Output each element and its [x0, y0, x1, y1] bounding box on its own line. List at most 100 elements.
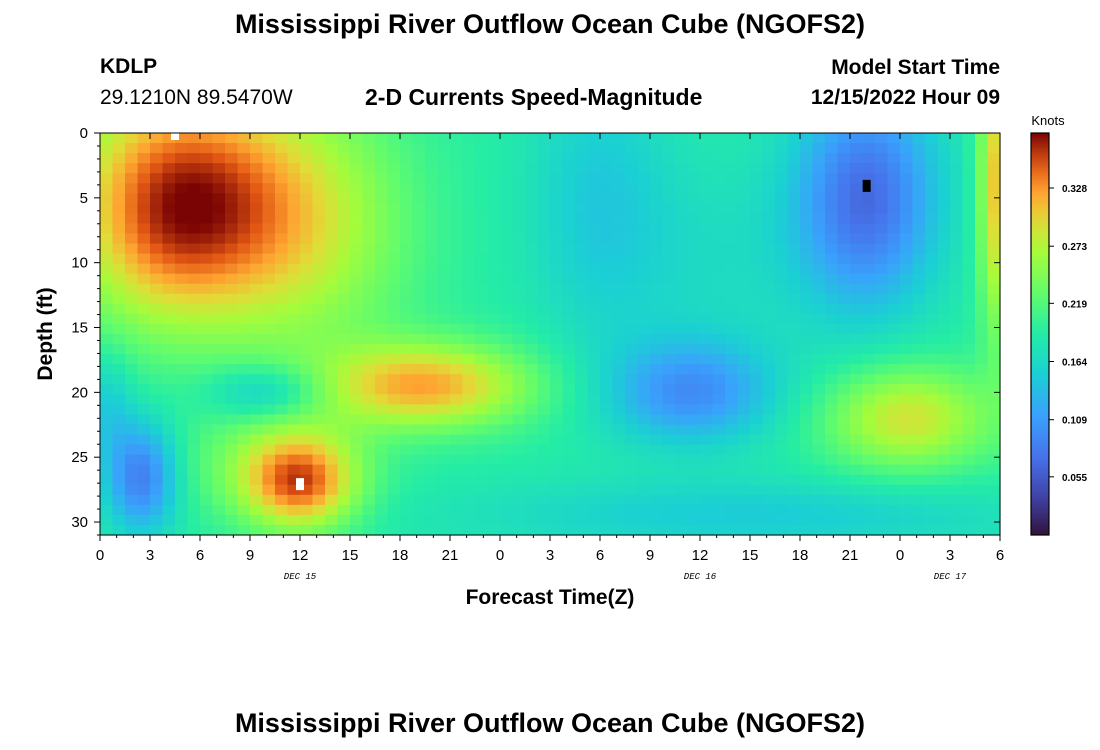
heatmap-cell: [450, 283, 464, 295]
heatmap-cell: [675, 263, 689, 275]
heatmap-cell: [450, 514, 464, 526]
heatmap-cell: [712, 163, 726, 174]
heatmap-cell: [387, 454, 401, 466]
heatmap-cell: [887, 334, 901, 345]
heatmap-cell: [100, 303, 114, 315]
heatmap-cell: [287, 173, 301, 184]
heatmap-cell: [675, 504, 689, 516]
heatmap-cell: [425, 183, 439, 194]
heatmap-cell: [287, 464, 301, 476]
heatmap-cell: [375, 354, 389, 365]
heatmap-cell: [887, 354, 901, 365]
heatmap-cell: [612, 494, 626, 506]
heatmap-cell: [912, 323, 926, 335]
heatmap-cell: [162, 404, 176, 415]
heatmap-cell: [687, 183, 701, 194]
heatmap-cell: [912, 133, 926, 144]
heatmap-cell: [362, 334, 376, 345]
heatmap-cell: [712, 444, 726, 456]
heatmap-cell: [637, 404, 651, 415]
heatmap-cell: [312, 444, 326, 456]
heatmap-cell: [425, 133, 439, 144]
heatmap-cell: [212, 143, 226, 154]
heatmap-cell: [550, 374, 564, 385]
heatmap-cell: [725, 354, 739, 365]
heatmap-cell: [475, 143, 489, 154]
heatmap-cell: [350, 213, 364, 225]
heatmap-cell: [187, 193, 201, 204]
heatmap-cell: [462, 143, 476, 154]
heatmap-cell: [712, 133, 726, 144]
heatmap-cell: [237, 253, 251, 265]
heatmap-cell: [837, 213, 851, 225]
heatmap-cell: [537, 153, 551, 164]
heatmap-cell: [387, 163, 401, 174]
heatmap-cell: [100, 323, 114, 335]
heatmap-cell: [350, 193, 364, 204]
heatmap-cell: [887, 313, 901, 325]
heatmap-cell: [887, 303, 901, 315]
heatmap-cell: [475, 454, 489, 466]
heatmap-cell: [662, 454, 676, 466]
heatmap-cell: [150, 283, 164, 295]
heatmap-cell: [287, 253, 301, 265]
heatmap-cell: [925, 344, 939, 355]
heatmap-cell: [162, 173, 176, 184]
heatmap-cell: [375, 183, 389, 194]
heatmap-cell: [187, 374, 201, 385]
heatmap-cell: [537, 263, 551, 275]
heatmap-cell: [425, 334, 439, 345]
heatmap-cell: [287, 133, 301, 144]
heatmap-cell: [500, 183, 514, 194]
y-tick-label: 30: [71, 514, 88, 531]
heatmap-cell: [612, 233, 626, 245]
heatmap-cell: [775, 464, 789, 476]
heatmap-cell: [875, 213, 889, 225]
heatmap-cell: [137, 203, 151, 214]
heatmap-cell: [412, 364, 426, 375]
heatmap-cell: [462, 464, 476, 476]
heatmap-cell: [387, 253, 401, 265]
heatmap-cell: [175, 293, 189, 305]
heatmap-cell: [125, 243, 139, 255]
heatmap-cell: [787, 273, 801, 285]
heatmap-cell: [462, 444, 476, 456]
heatmap-cell: [987, 173, 1001, 184]
heatmap-cell: [350, 374, 364, 385]
heatmap-cell: [987, 163, 1001, 174]
heatmap-cell: [337, 424, 351, 436]
heatmap-cell: [300, 323, 314, 335]
heatmap-cell: [725, 133, 739, 144]
heatmap-cell: [375, 213, 389, 225]
heatmap-cell: [175, 504, 189, 516]
heatmap-cell: [237, 504, 251, 516]
heatmap-cell: [125, 213, 139, 225]
heatmap-cell: [450, 203, 464, 214]
heatmap-cell: [762, 374, 776, 385]
heatmap-cell: [737, 263, 751, 275]
heatmap-cell: [762, 424, 776, 436]
heatmap-cell: [212, 203, 226, 214]
heatmap-cell: [950, 213, 964, 225]
heatmap-cell: [987, 193, 1001, 204]
heatmap-cell: [862, 424, 876, 436]
heatmap-cell: [800, 313, 814, 325]
heatmap-cell: [550, 173, 564, 184]
heatmap-cell: [912, 313, 926, 325]
heatmap-cell: [775, 263, 789, 275]
heatmap-cell: [300, 404, 314, 415]
heatmap-cell: [562, 374, 576, 385]
heatmap-cell: [587, 153, 601, 164]
heatmap-cell: [450, 374, 464, 385]
heatmap-cell: [250, 313, 264, 325]
heatmap-cell: [675, 404, 689, 415]
heatmap-cell: [687, 394, 701, 405]
heatmap-cell: [862, 464, 876, 476]
heatmap-cell: [625, 143, 639, 154]
heatmap-cell: [225, 213, 239, 225]
heatmap-cell: [425, 223, 439, 235]
heatmap-cell: [462, 474, 476, 486]
heatmap-cell: [275, 293, 289, 305]
heatmap-cell: [400, 424, 414, 436]
heatmap-cell: [537, 464, 551, 476]
